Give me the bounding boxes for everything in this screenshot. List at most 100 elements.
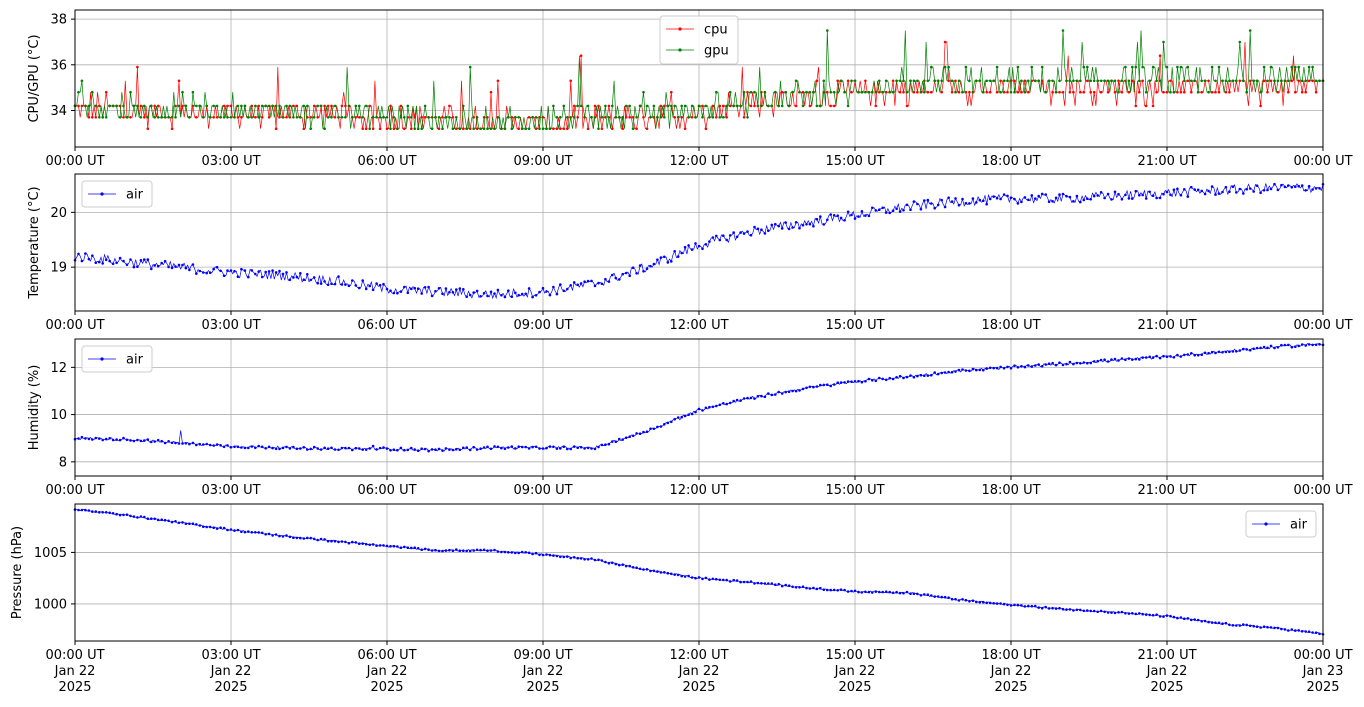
data-point [1210,185,1214,188]
data-point [212,267,215,271]
data-point [715,577,718,581]
data-point [215,104,219,108]
data-point [1207,351,1210,355]
data-point [153,264,156,267]
data-point [614,440,618,444]
data-point [628,104,631,108]
data-point [1269,626,1273,629]
data-point [98,260,101,264]
data-point [312,537,316,541]
data-point [562,445,566,449]
data-point [344,540,347,544]
data-point [586,279,590,283]
x-tick-label: 00:00 UT [45,154,104,169]
data-point [191,522,195,525]
data-point [548,445,552,448]
data-point [846,104,850,108]
data-point [739,399,742,402]
data-point [909,79,912,83]
data-point [295,275,299,279]
data-point [236,528,240,532]
x-tick-label: 00:00 UT [45,483,104,498]
data-point [1030,194,1034,197]
data-point [1290,345,1294,349]
data-point [642,90,645,94]
data-point [278,104,281,108]
data-point [1238,79,1242,83]
data-point [458,287,462,290]
data-point [84,437,87,440]
data-point [611,440,614,443]
data-point [673,573,676,576]
x-tick-label: 12:00 UT [669,483,728,498]
x-tick-label: 09:00 UT [513,154,572,169]
data-point [985,90,988,94]
data-point [579,104,583,108]
data-point [1179,355,1183,358]
data-point [895,376,898,379]
data-point [853,380,857,383]
data-point [410,287,413,291]
data-point [271,446,274,450]
data-point [444,549,448,552]
data-point [670,420,673,424]
data-point [122,104,125,108]
data-point [628,564,631,568]
data-point [389,104,392,108]
data-point [957,368,961,372]
data-point [274,127,278,130]
data-point [1037,363,1040,366]
data-point [98,116,101,119]
data-point [853,589,857,593]
data-point [1068,195,1072,199]
data-point [569,556,572,560]
data-point [670,572,673,576]
data-point [163,518,167,522]
data-point [656,258,659,262]
data-point [281,116,285,119]
data-point [964,90,968,94]
data-point [1235,191,1238,194]
data-point [278,534,281,538]
data-point [226,116,229,119]
data-point [316,447,320,450]
data-point [760,394,763,398]
data-point [1214,90,1217,94]
data-point [1037,194,1040,198]
data-point [1214,351,1217,355]
data-point [344,116,347,119]
data-point [191,441,195,445]
data-point [1103,358,1106,362]
data-point [829,588,832,592]
data-point [1013,90,1016,94]
data-point [884,90,888,94]
data-point [569,79,572,83]
data-point [1148,613,1151,617]
data-point [250,531,254,534]
data-point [1158,79,1162,83]
data-point [538,447,541,450]
y-tick-label: 36 [50,58,67,73]
data-point [1020,79,1023,83]
data-point [465,549,469,553]
data-point [638,432,642,436]
data-point [104,258,108,262]
y-tick-label: 8 [59,455,67,470]
data-point [174,441,177,445]
data-point [1242,623,1245,626]
data-point [1054,196,1058,200]
data-point [950,90,954,94]
data-point [1311,188,1314,191]
data-point [160,261,163,265]
data-point [961,368,964,371]
data-point [254,116,257,119]
data-point [1141,193,1144,197]
data-point [125,438,129,442]
data-point [153,116,156,119]
data-point [1217,350,1221,354]
data-point [871,90,874,94]
data-point [898,374,902,378]
data-point [975,368,978,372]
data-point [330,446,333,450]
data-point [378,446,382,450]
